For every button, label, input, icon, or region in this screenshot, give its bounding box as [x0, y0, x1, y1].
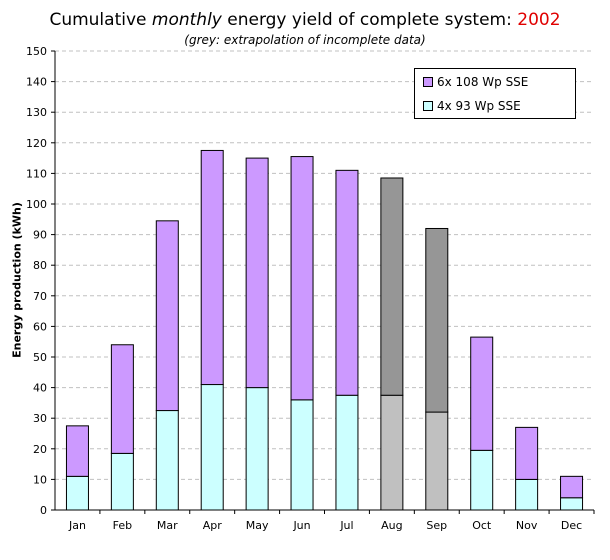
bar-6x108-jun	[290, 156, 314, 401]
y-tick-label: 150	[26, 45, 47, 58]
bar-6x108-apr	[200, 149, 224, 386]
chart-subtitle: (grey: extrapolation of incomplete data)	[184, 33, 426, 47]
y-tick-label: 20	[33, 443, 47, 456]
title-year: 2002	[517, 10, 561, 30]
x-tick-label: Nov	[516, 519, 538, 532]
bar-4x93-nov	[515, 478, 539, 511]
y-tick-label: 0	[40, 504, 47, 517]
legend-swatch-4x93	[423, 101, 433, 111]
bar-6x108-aug	[380, 177, 404, 396]
x-tick-label: Oct	[472, 519, 492, 532]
x-tick-label: Jan	[68, 519, 86, 532]
bar-4x93-sep	[425, 411, 449, 511]
bar-6x108-may	[245, 157, 269, 389]
bar-4x93-mar	[155, 410, 179, 511]
legend: 6x 108 Wp SSE 4x 93 Wp SSE	[414, 68, 576, 119]
bar-6x108-nov	[515, 426, 539, 480]
x-tick-label: Feb	[113, 519, 132, 532]
y-tick-label: 30	[33, 412, 47, 425]
legend-label-4x93: 4x 93 Wp SSE	[437, 99, 521, 113]
y-tick-label: 120	[26, 137, 47, 150]
y-tick-label: 140	[26, 76, 47, 89]
y-tick-label: 40	[33, 382, 47, 395]
title-part-3: energy yield of complete system:	[221, 10, 518, 30]
x-tick-label: Apr	[203, 519, 223, 532]
bar-6x108-sep	[425, 227, 449, 413]
x-tick-label: May	[246, 519, 269, 532]
y-tick-label: 70	[33, 290, 47, 303]
bar-6x108-jan	[65, 425, 89, 477]
legend-item-6x108: 6x 108 Wp SSE	[423, 75, 528, 89]
legend-swatch-6x108	[423, 77, 433, 87]
bar-4x93-oct	[470, 449, 494, 511]
legend-label-6x108: 6x 108 Wp SSE	[437, 75, 529, 89]
bar-4x93-apr	[200, 384, 224, 511]
y-tick-label: 10	[33, 473, 47, 486]
y-tick-label: 110	[26, 167, 47, 180]
bar-6x108-jul	[335, 169, 359, 396]
y-tick-label: 100	[26, 198, 47, 211]
bar-4x93-aug	[380, 394, 404, 511]
bar-6x108-oct	[470, 336, 494, 451]
x-tick-label: Jun	[292, 519, 310, 532]
legend-item-4x93: 4x 93 Wp SSE	[423, 99, 521, 113]
bar-4x93-jun	[290, 399, 314, 511]
bar-4x93-dec	[560, 497, 584, 511]
y-tick-label: 50	[33, 351, 47, 364]
chart-title: Cumulative monthly energy yield of compl…	[0, 10, 610, 30]
bar-4x93-jul	[335, 394, 359, 511]
bar-6x108-dec	[560, 475, 584, 499]
y-tick-label: 130	[26, 106, 47, 119]
bar-4x93-jan	[65, 475, 89, 511]
title-part-1: Cumulative	[49, 10, 152, 30]
y-tick-label: 90	[33, 229, 47, 242]
bar-6x108-feb	[110, 344, 134, 454]
x-tick-label: Aug	[381, 519, 402, 532]
y-tick-label: 80	[33, 259, 47, 272]
bar-4x93-may	[245, 387, 269, 511]
bar-6x108-mar	[155, 220, 179, 412]
bar-4x93-feb	[110, 452, 134, 511]
x-tick-label: Sep	[426, 519, 447, 532]
x-tick-label: Dec	[561, 519, 582, 532]
x-tick-label: Jul	[339, 519, 353, 532]
title-part-monthly: monthly	[151, 10, 222, 30]
x-tick-label: Mar	[157, 519, 178, 532]
y-tick-label: 60	[33, 320, 47, 333]
